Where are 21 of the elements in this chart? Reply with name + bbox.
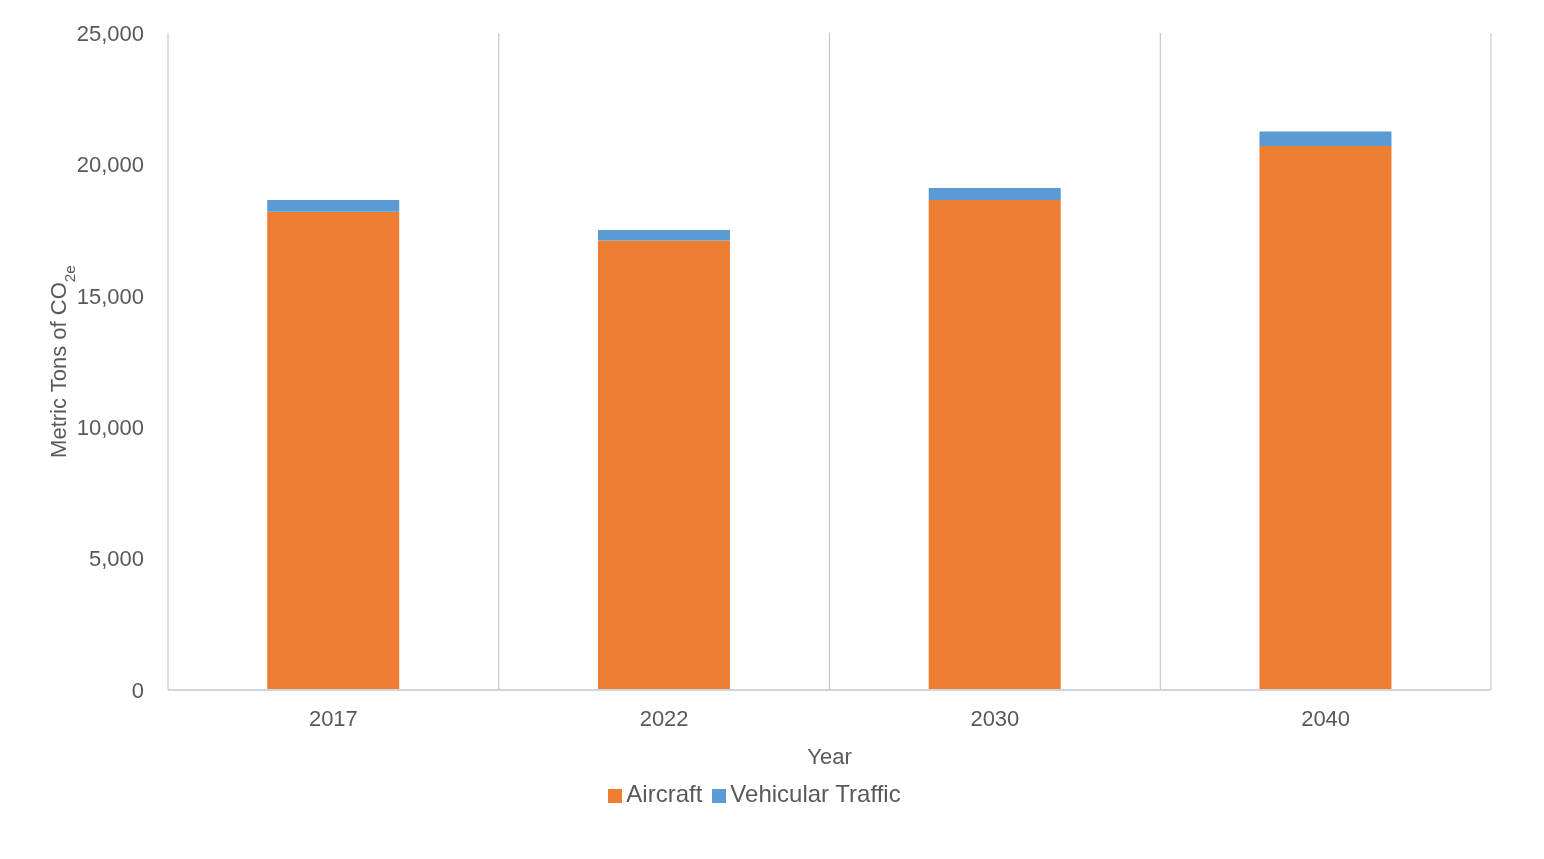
bar [597, 230, 730, 241]
x-tick-label: 2030 [970, 705, 1020, 731]
y-tick-label: 5,000 [88, 546, 144, 572]
bar [1259, 146, 1392, 690]
y-tick-label: 0 [131, 677, 144, 703]
y-tick-label: 20,000 [76, 152, 144, 178]
bar [267, 211, 400, 690]
y-tick-label: 10,000 [76, 415, 144, 441]
bar [597, 240, 730, 690]
bar [267, 199, 400, 212]
bar [1259, 131, 1392, 146]
x-axis-title: Year [807, 743, 852, 769]
x-tick-label: 2040 [1301, 705, 1351, 731]
legend-label: Vehicular Traffic [730, 780, 901, 807]
y-tick-label: 25,000 [76, 20, 144, 46]
bar [928, 199, 1061, 690]
x-tick-label: 2017 [308, 705, 358, 731]
x-tick-label: 2022 [639, 705, 689, 731]
y-tick-label: 15,000 [76, 283, 144, 309]
legend-label: Aircraft [626, 780, 703, 807]
bar [928, 188, 1061, 200]
